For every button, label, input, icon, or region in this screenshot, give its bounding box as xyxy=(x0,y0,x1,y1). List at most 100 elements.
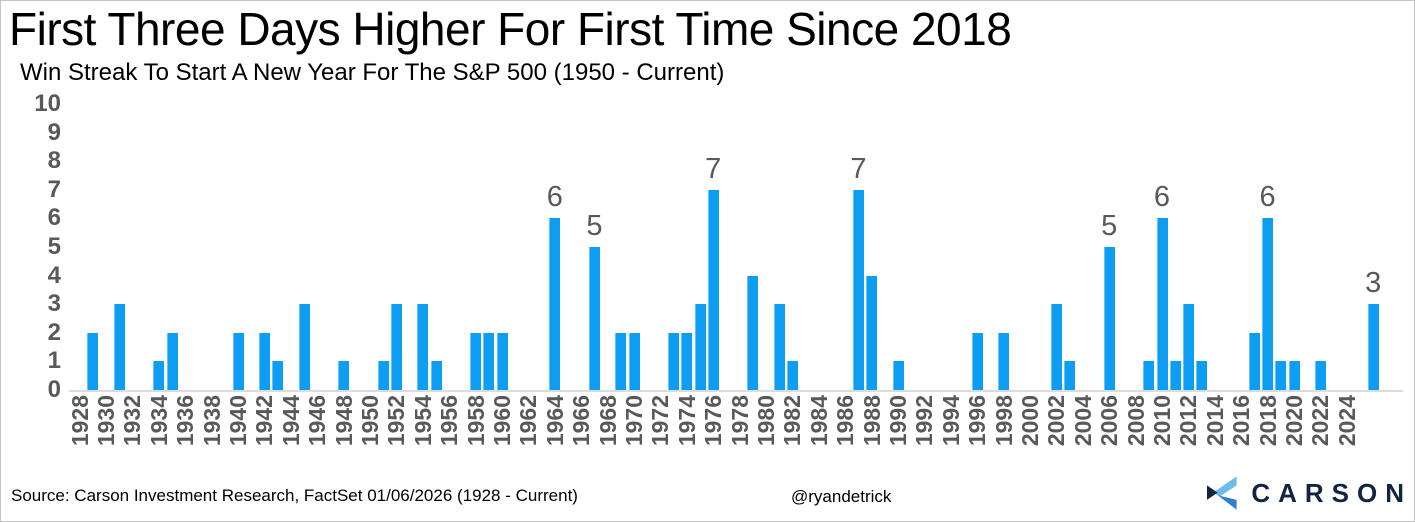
bar-year-2006 xyxy=(1103,247,1115,390)
bar-year-1964 xyxy=(549,218,561,390)
bar-year-1959 xyxy=(483,332,495,390)
x-axis-tick-label: 1952 xyxy=(383,395,410,447)
x-axis-tick-label: 2000 xyxy=(1017,395,1043,447)
bar-year-1969 xyxy=(615,332,627,390)
x-axis-tick-label: 1976 xyxy=(700,395,727,447)
source-note: Source: Carson Investment Research, Fact… xyxy=(11,486,578,505)
bar-year-2026 xyxy=(1367,304,1379,390)
x-axis-tick-label: 2018 xyxy=(1254,395,1281,447)
bar-year-1960 xyxy=(496,332,508,390)
bar-year-2002 xyxy=(1050,304,1062,390)
bar-year-1951 xyxy=(377,361,389,390)
x-axis-tick-label: 1954 xyxy=(409,395,436,447)
bar-value-label: 5 xyxy=(586,210,603,242)
x-axis-tick-label: 1964 xyxy=(541,395,568,447)
y-axis-tick-label: 6 xyxy=(47,204,61,232)
y-axis-tick-label: 9 xyxy=(47,118,61,146)
carson-logo-text: CARSON xyxy=(1251,478,1412,508)
x-axis-tick-label: 2008 xyxy=(1122,395,1149,447)
bar-value-label: 5 xyxy=(1101,210,1118,242)
y-axis-tick-label: 4 xyxy=(47,261,61,289)
y-axis-tick-label: 0 xyxy=(47,376,61,403)
bar-year-1940 xyxy=(232,332,244,390)
x-axis-tick-label: 1996 xyxy=(964,395,991,447)
x-axis-tick-label: 1944 xyxy=(277,395,304,447)
x-axis-tick-label: 1928 xyxy=(66,395,93,447)
x-axis-tick-label: 1958 xyxy=(462,395,489,447)
bar-year-1955 xyxy=(430,361,442,390)
x-axis-tick-label: 1948 xyxy=(330,395,357,447)
bar-year-1942 xyxy=(258,332,270,390)
x-axis-tick-label: 1990 xyxy=(885,395,911,447)
bar-year-1996 xyxy=(971,332,983,390)
y-axis-tick-label: 5 xyxy=(47,233,61,260)
x-axis-tick-label: 1984 xyxy=(805,395,832,447)
y-axis-tick-label: 3 xyxy=(47,290,61,318)
x-axis-tick-label: 1986 xyxy=(832,395,859,447)
bar-year-2019 xyxy=(1275,361,1287,390)
x-axis-tick-label: 1966 xyxy=(568,395,595,447)
x-axis-tick-label: 1988 xyxy=(858,395,885,447)
bar-year-1931 xyxy=(113,304,125,390)
x-axis-tick-label: 2016 xyxy=(1228,395,1255,447)
x-axis-tick-label: 1970 xyxy=(621,395,647,447)
bar-year-1945 xyxy=(298,304,310,390)
x-axis-tick-label: 1938 xyxy=(198,395,225,447)
bar-value-label: 6 xyxy=(1259,181,1276,214)
bar-year-1974 xyxy=(681,332,693,390)
x-axis-tick-label: 1934 xyxy=(145,395,172,447)
x-axis-tick-label: 1994 xyxy=(937,395,964,447)
carson-logo: CARSON xyxy=(1207,471,1412,515)
bar-year-2012 xyxy=(1182,304,1194,390)
x-axis-tick-label: 2010 xyxy=(1149,395,1175,447)
x-axis-tick-label: 2022 xyxy=(1307,395,1334,447)
bar-year-1967 xyxy=(588,247,600,390)
bar-year-1975 xyxy=(694,304,706,390)
bar-value-label: 6 xyxy=(1153,181,1171,214)
y-axis-tick-label: 10 xyxy=(34,90,61,117)
bar-value-label: 3 xyxy=(1365,267,1382,300)
x-axis-tick-label: 1936 xyxy=(172,395,199,447)
y-axis-tick-label: 8 xyxy=(47,147,61,175)
x-axis-tick-label: 1932 xyxy=(119,395,146,447)
x-axis-tick-label: 2004 xyxy=(1069,395,1096,447)
bar-year-1988 xyxy=(866,275,878,390)
bar-year-1970 xyxy=(628,332,640,390)
bar-year-1943 xyxy=(272,361,284,390)
x-axis-tick-label: 1962 xyxy=(515,395,542,447)
bar-year-2011 xyxy=(1169,361,1181,390)
bar-year-1934 xyxy=(153,361,165,390)
bar-year-1981 xyxy=(773,304,785,390)
bar-value-label: 7 xyxy=(850,152,867,185)
bar-year-1990 xyxy=(892,361,904,390)
bar-year-1982 xyxy=(786,361,798,390)
x-axis-tick-label: 1980 xyxy=(753,395,779,447)
y-axis-tick-label: 1 xyxy=(47,347,61,375)
bar-year-1979 xyxy=(747,275,759,390)
bar-year-1952 xyxy=(390,304,402,390)
bar-year-1998 xyxy=(998,332,1010,390)
bar-year-2018 xyxy=(1262,218,1274,390)
x-axis-tick-label: 1974 xyxy=(673,395,700,447)
bar-year-1954 xyxy=(417,304,429,390)
x-axis-tick-label: 1946 xyxy=(304,395,331,447)
bar-value-label: 7 xyxy=(705,152,722,185)
bar-year-1976 xyxy=(707,189,719,390)
bar-year-2017 xyxy=(1248,332,1260,390)
bar-year-1987 xyxy=(852,189,864,390)
bar-year-1958 xyxy=(470,332,482,390)
x-axis-tick-label: 2020 xyxy=(1281,395,1307,447)
x-axis-tick-label: 1940 xyxy=(225,395,251,447)
x-axis-tick-label: 1956 xyxy=(436,395,463,447)
bar-year-2013 xyxy=(1196,361,1208,390)
x-axis-tick-label: 1968 xyxy=(594,395,621,447)
bar-year-1948 xyxy=(338,361,350,390)
x-axis-tick-label: 2024 xyxy=(1333,395,1360,447)
chart-title: First Three Days Higher For First Time S… xyxy=(9,3,1012,55)
x-axis-tick-label: 2014 xyxy=(1201,395,1228,447)
x-axis-tick-label: 1960 xyxy=(489,395,515,447)
x-axis-tick-label: 1942 xyxy=(251,395,278,447)
x-axis-tick-label: 1982 xyxy=(779,395,806,447)
x-axis-tick-label: 1972 xyxy=(647,395,674,447)
